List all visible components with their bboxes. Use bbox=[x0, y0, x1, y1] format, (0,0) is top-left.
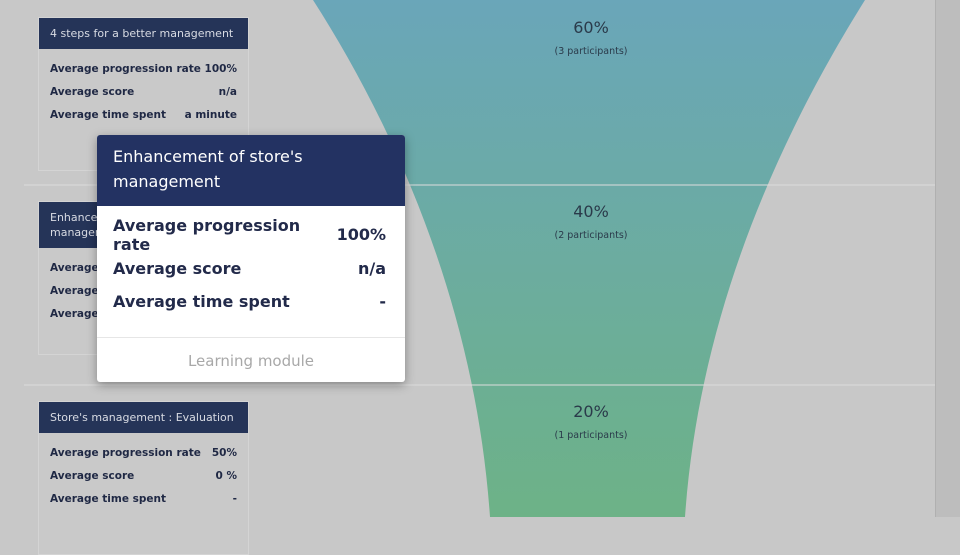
spacer bbox=[39, 49, 248, 57]
tooltip-title: Enhancement of store's management bbox=[97, 135, 405, 206]
page: 4 steps for a better management Average p… bbox=[24, 0, 960, 555]
funnel-percent: 40% bbox=[573, 202, 609, 221]
tooltip-value: 100% bbox=[336, 225, 386, 245]
tooltip-row: Average time spent - bbox=[97, 285, 405, 319]
funnel-shape bbox=[313, 0, 865, 517]
metric-row: Average time spent - bbox=[39, 487, 248, 510]
metric-row: Average progression rate 50% bbox=[39, 441, 248, 464]
metric-value: n/a bbox=[218, 85, 237, 98]
tooltip-value: - bbox=[379, 292, 386, 312]
metric-value: - bbox=[232, 492, 237, 505]
funnel-participants: (3 participants) bbox=[554, 46, 628, 57]
metric-value: 50% bbox=[211, 446, 237, 459]
metric-value: a minute bbox=[184, 108, 237, 121]
metric-label: Average score bbox=[50, 85, 135, 98]
metric-row: Average score n/a bbox=[39, 80, 248, 103]
metric-row: Average time spent a minute bbox=[39, 103, 248, 126]
metric-value: 100% bbox=[204, 62, 237, 75]
tooltip-row: Average score n/a bbox=[97, 252, 405, 286]
funnel-participants: (2 participants) bbox=[554, 230, 628, 241]
metric-row: Average progression rate 100% bbox=[39, 57, 248, 80]
tooltip: Enhancement of store's management Averag… bbox=[97, 135, 405, 382]
metric-value: 0 % bbox=[215, 469, 237, 482]
tooltip-row: Average progression rate 100% bbox=[97, 215, 405, 254]
tooltip-label: Average time spent bbox=[113, 292, 290, 312]
step-title: Store's management : Evaluation bbox=[39, 402, 248, 433]
funnel-participants: (1 participants) bbox=[554, 430, 628, 441]
step-card: 4 steps for a better management Average p… bbox=[38, 17, 249, 171]
metric-label: Average time spent bbox=[50, 492, 166, 505]
tooltip-label: Average score bbox=[113, 258, 242, 278]
spacer bbox=[39, 433, 248, 441]
funnel-percent: 60% bbox=[573, 18, 609, 37]
metric-label: Average progression rate bbox=[50, 446, 201, 459]
tooltip-footer: Learning module bbox=[97, 337, 405, 382]
tooltip-value: n/a bbox=[357, 258, 386, 278]
funnel-percent: 20% bbox=[573, 402, 609, 421]
metric-label: Average score bbox=[50, 469, 135, 482]
step-title: 4 steps for a better management bbox=[39, 18, 248, 49]
metric-label: Average time spent bbox=[50, 108, 166, 121]
right-strip bbox=[935, 0, 960, 517]
metric-label: Average progression rate bbox=[50, 62, 201, 75]
tooltip-label: Average progression rate bbox=[113, 215, 301, 254]
step-card: Store's management : Evaluation Average p… bbox=[38, 401, 249, 555]
metric-row: Average score 0 % bbox=[39, 464, 248, 487]
